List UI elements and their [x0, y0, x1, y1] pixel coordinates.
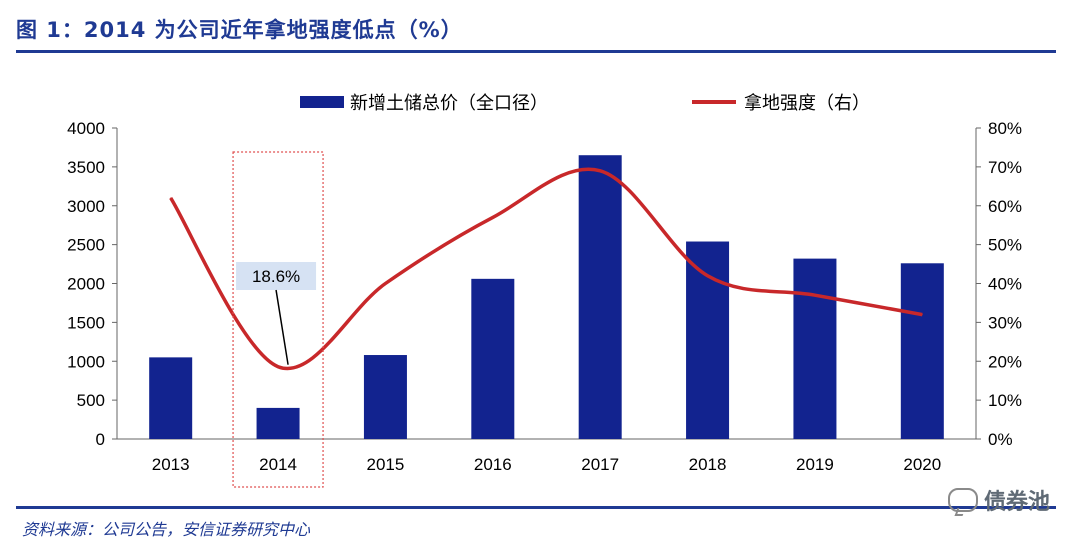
- left-y-tick-label: 0: [96, 430, 105, 449]
- chat-bubble-icon: [947, 488, 978, 512]
- line-point: [277, 366, 279, 368]
- right-y-tick-label: 60%: [988, 197, 1022, 216]
- legend-bar-label: 新增土储总价（全口径）: [350, 93, 548, 114]
- right-y-tick-label: 0%: [988, 430, 1013, 449]
- left-y-tick-label: 2000: [67, 275, 105, 294]
- x-axis-labels: 2013 2014 2015 2016 2017 2018 2019 2020: [152, 455, 941, 474]
- footer-rule: [16, 506, 1056, 509]
- legend: 新增土储总价（全口径） 拿地强度（右）: [300, 92, 870, 114]
- bar: [149, 357, 193, 439]
- line-point: [707, 275, 709, 277]
- left-y-tick-label: 500: [77, 391, 105, 410]
- right-y-tick-label: 50%: [988, 236, 1022, 255]
- x-tick-label: 2013: [152, 455, 190, 474]
- bar: [471, 278, 515, 439]
- line-point: [492, 216, 494, 218]
- legend-line-label: 拿地强度（右）: [744, 92, 870, 114]
- left-y-axis-labels: 0 500 1000 1500 2000 2500 3000 3500 4000: [67, 119, 105, 449]
- line-point: [599, 170, 601, 172]
- figure-title: 图 1：2014 为公司近年拿地强度低点（%）: [16, 18, 463, 42]
- watermark-text: 债券池: [983, 490, 1050, 515]
- left-y-tick-label: 4000: [67, 119, 105, 138]
- right-y-axis-labels: 0% 10% 20% 30% 40% 50% 60% 70% 80%: [988, 119, 1022, 449]
- title-rule: [16, 50, 1056, 53]
- left-y-tick-label: 3500: [67, 158, 105, 177]
- highlight-box: [232, 151, 324, 488]
- left-y-tick-label: 2500: [67, 236, 105, 255]
- x-tick-label: 2020: [903, 455, 941, 474]
- x-tick-label: 2016: [474, 455, 512, 474]
- line-point: [170, 197, 172, 199]
- bar: [578, 155, 622, 439]
- right-y-tick-label: 10%: [988, 391, 1022, 410]
- legend-bar-swatch: [300, 96, 344, 108]
- watermark: 债券池: [947, 484, 1050, 516]
- annotation-leader-line: [275, 289, 289, 365]
- right-y-tick-label: 80%: [988, 119, 1022, 138]
- line-point: [921, 314, 923, 316]
- source-note: 资料来源：公司公告，安信证券研究中心: [22, 520, 311, 539]
- annotation-label: 18.6%: [252, 267, 300, 286]
- chart-svg: 新增土储总价（全口径） 拿地强度（右） 2013 2014 2015 2016 2017…: [67, 92, 1022, 488]
- bar-series: [149, 155, 944, 439]
- bar: [256, 407, 300, 439]
- annotation-label-box: [236, 262, 317, 290]
- bar: [686, 241, 730, 439]
- left-y-tick-label: 1000: [67, 352, 105, 371]
- line-series: [169, 167, 923, 371]
- x-tick-label: 2018: [689, 455, 727, 474]
- x-tick-label: 2019: [796, 455, 834, 474]
- line-point: [384, 283, 386, 284]
- right-y-tick-label: 30%: [988, 313, 1022, 332]
- line-point: [814, 294, 816, 296]
- left-y-tick-label: 3000: [67, 197, 105, 216]
- x-tick-label: 2015: [367, 455, 405, 474]
- x-tick-label: 2017: [581, 455, 619, 474]
- bar: [363, 355, 407, 439]
- bar: [900, 263, 944, 439]
- left-y-tick-label: 1500: [67, 313, 105, 332]
- right-y-tick-label: 20%: [988, 352, 1022, 371]
- bar: [793, 258, 837, 439]
- x-tick-label: 2014: [259, 455, 297, 474]
- right-y-tick-label: 70%: [988, 158, 1022, 177]
- annotation-group: 18.6%: [232, 151, 324, 488]
- right-y-tick-label: 40%: [988, 275, 1022, 294]
